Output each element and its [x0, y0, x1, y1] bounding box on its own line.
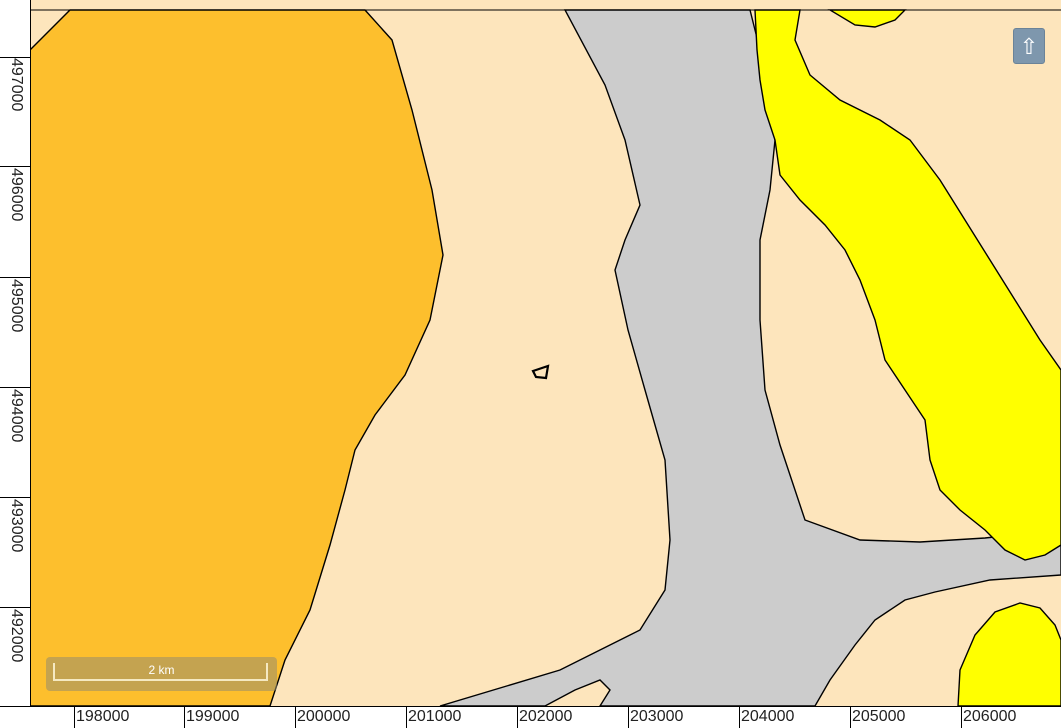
x-tick [184, 707, 185, 728]
y-tick [0, 166, 30, 167]
y-tick [0, 387, 30, 388]
x-axis-ruler: 198000 199000 200000 201000 202000 20300… [0, 706, 1061, 728]
x-tick [74, 707, 75, 728]
x-axis-label: 203000 [630, 708, 684, 725]
y-axis-label: 497000 [8, 58, 25, 112]
x-tick [961, 707, 962, 728]
x-axis-label: 198000 [76, 708, 130, 725]
x-tick [739, 707, 740, 728]
y-axis-label: 496000 [8, 168, 25, 222]
y-tick [0, 497, 30, 498]
y-tick [0, 277, 30, 278]
x-axis-label: 199000 [186, 708, 240, 725]
x-tick [628, 707, 629, 728]
x-tick [295, 707, 296, 728]
yellow-geology-unit-main [754, 9, 1061, 561]
parcel-outline[interactable] [531, 364, 550, 380]
y-axis-label: 492000 [8, 609, 25, 663]
y-axis-label: 493000 [8, 499, 25, 553]
y-axis-label: 495000 [8, 279, 25, 333]
y-tick [0, 607, 30, 608]
north-arrow-button[interactable]: ⇧ [1013, 28, 1045, 64]
scale-bar-line [53, 663, 268, 681]
x-axis-label: 205000 [852, 708, 906, 725]
north-arrow-icon: ⇧ [1019, 34, 1039, 59]
x-axis-label: 204000 [741, 708, 795, 725]
x-axis-label: 206000 [963, 708, 1017, 725]
y-axis-label: 494000 [8, 389, 25, 443]
x-tick [850, 707, 851, 728]
yellow-geology-unit-bottom [957, 602, 1061, 706]
scale-bar: 2 km [46, 657, 277, 691]
orange-geology-unit [29, 9, 444, 706]
x-axis-label: 202000 [519, 708, 573, 725]
x-tick [406, 707, 407, 728]
x-axis-label: 200000 [297, 708, 351, 725]
map-canvas[interactable] [0, 0, 1061, 706]
gray-geology-unit [439, 9, 1061, 706]
scale-bar-label: 2 km [148, 663, 175, 677]
y-axis-ruler: 497000 496000 495000 494000 493000 49200… [0, 0, 31, 706]
y-tick [0, 57, 30, 58]
x-axis-label: 201000 [408, 708, 462, 725]
x-tick [517, 707, 518, 728]
